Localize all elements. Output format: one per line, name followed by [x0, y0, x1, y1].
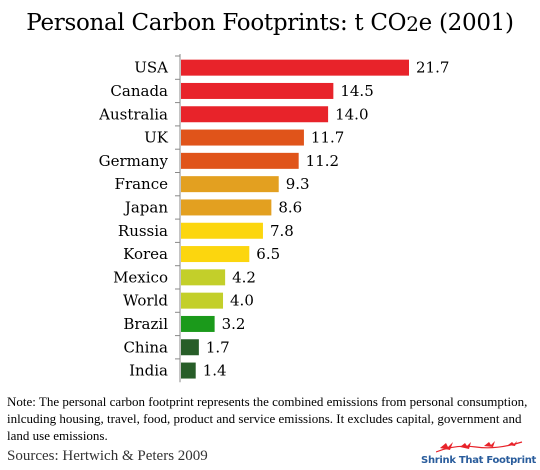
- title-main: Personal Carbon Footprints: t CO: [26, 10, 407, 36]
- bar: [181, 59, 409, 76]
- value-label: 1.7: [206, 338, 230, 356]
- category-label: Germany: [99, 152, 169, 170]
- value-label: 4.0: [230, 292, 254, 310]
- category-label: Australia: [98, 105, 168, 123]
- category-label: Korea: [123, 245, 168, 263]
- value-label: 4.2: [232, 268, 256, 286]
- title-suffix: e (2001): [418, 10, 514, 36]
- category-label: Japan: [123, 198, 169, 216]
- birds-icon: [436, 441, 523, 453]
- category-label: Canada: [110, 82, 168, 100]
- category-label: Mexico: [113, 268, 168, 286]
- value-label: 3.2: [222, 315, 246, 333]
- value-label: 9.3: [286, 175, 310, 193]
- chart-note: Note: The personal carbon footprint repr…: [7, 394, 528, 443]
- chart-source: Sources: Hertwich & Peters 2009: [7, 448, 208, 464]
- value-label: 1.4: [203, 362, 227, 380]
- category-label: India: [129, 362, 168, 380]
- shrink-that-footprint-logo: Shrink That Footprint: [400, 438, 536, 466]
- bar: [181, 292, 224, 309]
- bar: [181, 199, 272, 216]
- bar: [181, 82, 334, 99]
- category-label: China: [123, 338, 168, 356]
- bar: [181, 339, 199, 356]
- bar-chart: USA 21.7 Canada 14.5 Australia 14.0 UK 11.7 Germ…: [98, 54, 449, 383]
- bar: [181, 176, 279, 193]
- bar: [181, 269, 226, 286]
- bar: [181, 152, 299, 169]
- bar: [181, 362, 196, 379]
- category-label: USA: [134, 59, 168, 77]
- bar: [181, 222, 263, 239]
- bar: [181, 246, 250, 263]
- bar: [181, 129, 304, 146]
- value-label: 11.7: [311, 129, 344, 147]
- value-label: 7.8: [270, 222, 294, 240]
- title-subscript: 2: [406, 12, 419, 36]
- category-label: France: [115, 175, 169, 193]
- value-label: 11.2: [306, 152, 339, 170]
- category-label: Brazil: [123, 315, 168, 333]
- bar: [181, 106, 329, 123]
- value-label: 14.5: [340, 82, 373, 100]
- chart-title: Personal Carbon Footprints: t CO2e (2001…: [0, 10, 540, 36]
- logo-text: Shrink That Footprint: [421, 455, 536, 466]
- value-label: 14.0: [335, 105, 368, 123]
- category-label: Russia: [118, 222, 168, 240]
- bar: [181, 315, 215, 332]
- value-label: 21.7: [416, 59, 449, 77]
- value-label: 6.5: [256, 245, 280, 263]
- category-label: UK: [144, 129, 169, 147]
- value-label: 8.6: [278, 198, 302, 216]
- category-label: World: [123, 292, 168, 310]
